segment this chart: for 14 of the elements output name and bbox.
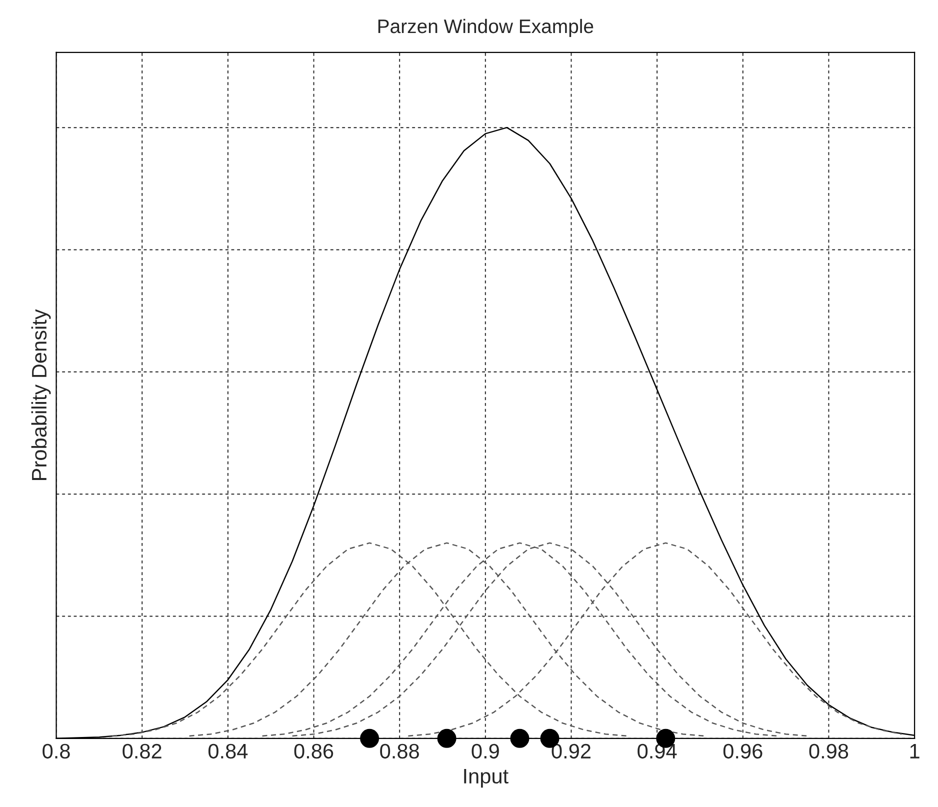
x-tick-label: 0.8: [42, 744, 70, 759]
x-tick-label: 0.88: [380, 744, 419, 759]
x-tick-label: 0.92: [552, 744, 590, 759]
chart-title: Parzen Window Example: [378, 18, 594, 38]
x-tick-label: 0.98: [809, 744, 848, 759]
x-tick-label: 0.86: [294, 744, 334, 759]
x-tick-label: 0.96: [723, 744, 762, 759]
y-axis-title: Probability Density: [31, 309, 51, 480]
x-axis-title: Input: [464, 769, 508, 788]
x-tick-label: 0.9: [472, 744, 499, 759]
x-tick-label: 0.82: [122, 744, 162, 759]
x-tick-label: 0.84: [208, 744, 248, 759]
x-tick-label: 0.94: [638, 744, 677, 759]
x-tick-label: 1: [910, 744, 920, 758]
